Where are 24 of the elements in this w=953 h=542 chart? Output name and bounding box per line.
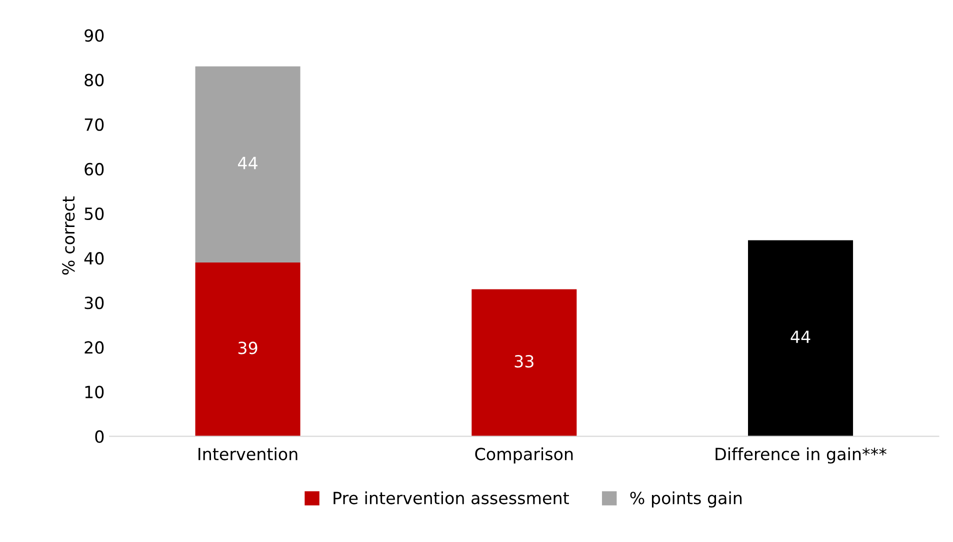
legend-label: Pre intervention assessment xyxy=(334,491,569,504)
x-tick-label: Difference in gain*** xyxy=(716,447,886,464)
y-tick-label: 20 xyxy=(84,341,104,354)
bar xyxy=(195,66,300,263)
y-tick-label: 10 xyxy=(85,386,104,398)
data-label: 33 xyxy=(514,355,534,368)
bar xyxy=(748,240,854,436)
x-tick-label: Intervention xyxy=(198,447,298,460)
y-axis-title: % correct xyxy=(62,196,75,275)
y-tick-label: 50 xyxy=(84,207,104,220)
y-tick-label: 60 xyxy=(84,162,104,176)
bar xyxy=(195,262,300,436)
bar xyxy=(472,289,577,436)
y-tick-label: 30 xyxy=(84,296,104,310)
y-tick-label: 80 xyxy=(84,74,104,86)
data-label: 39 xyxy=(238,342,258,354)
data-label: 44 xyxy=(238,156,258,170)
y-tick-label: 0 xyxy=(95,430,104,443)
y-tick-label: 40 xyxy=(84,252,104,265)
data-label: 44 xyxy=(790,330,810,343)
y-tick-label: 70 xyxy=(84,118,104,131)
x-tick-label: Comparison xyxy=(475,447,573,464)
y-tick-label: 90 xyxy=(84,29,104,42)
legend-label: % points gain xyxy=(630,491,742,508)
